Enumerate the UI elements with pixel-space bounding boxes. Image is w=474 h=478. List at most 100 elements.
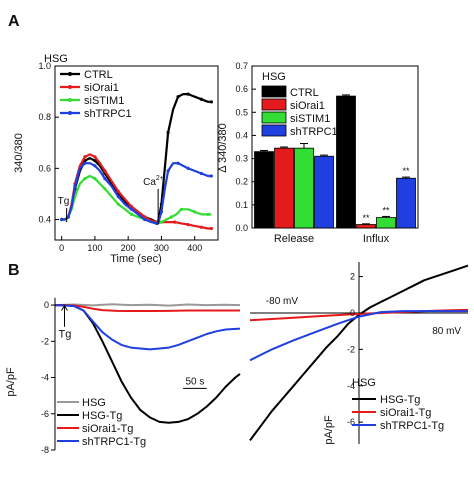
legend-swatch-siOrai1	[261, 98, 287, 111]
y-tick-label: -2	[347, 344, 355, 354]
y-tick-label: 0.0	[235, 223, 248, 233]
current-trace-chart: 0 -2 -4 -6 -8 pA/pF Tg 50 s HSGHSG-TgsiOrai1-…	[5, 297, 241, 455]
data-point	[173, 220, 177, 224]
y-tick-label: 0.2	[235, 177, 248, 187]
y-tick-label: -4	[41, 373, 49, 383]
data-point	[93, 164, 97, 168]
calcium-annotation: Ca2+	[143, 175, 164, 188]
data-point	[93, 159, 97, 163]
iv-curve-shTRPC1-Tg	[249, 310, 468, 362]
tg-arrowhead	[61, 305, 68, 311]
y-tick-label: -8	[41, 445, 49, 455]
y-axis-label: Δ 340/380	[217, 123, 229, 173]
legend-entry-HSG-Tg: HSG-Tg	[380, 394, 420, 406]
data-point	[186, 166, 190, 170]
legend-marker	[68, 111, 72, 115]
data-point	[199, 225, 203, 229]
y-tick-label: 0	[44, 300, 49, 310]
x-tick-label: 100	[87, 243, 102, 253]
data-point	[176, 161, 180, 165]
data-point	[209, 226, 213, 231]
y-tick-label: 0.4	[235, 130, 248, 140]
trace-shTRPC1-Tg	[54, 304, 241, 351]
data-point	[169, 215, 174, 219]
data-point	[193, 210, 197, 214]
legend-entry-shTRPC1-Tg: shTRPC1-Tg	[82, 436, 146, 448]
iv-curve-chart: 2 0 -2 -4 -6 pA/pF -80 mV 80 mV HSG HSG-TgsiO…	[249, 262, 469, 445]
legend-entry-siSTIM1: siSTIM1	[290, 113, 330, 125]
x-tick-label: 200	[121, 243, 136, 253]
y-tick-label: -6	[41, 409, 49, 419]
y-tick-label: 0.8	[38, 112, 51, 122]
legend-entry-shTRPC1: shTRPC1	[290, 126, 338, 138]
data-point	[143, 217, 147, 222]
legend-swatch-shTRPC1	[261, 124, 287, 137]
significance-mark: **	[362, 213, 370, 223]
data-point	[93, 155, 97, 159]
legend-entry-HSG-Tg: HSG-Tg	[82, 410, 122, 422]
data-point	[103, 187, 107, 191]
data-point	[186, 92, 190, 96]
y-tick-label: 0.4	[38, 215, 51, 225]
data-point	[129, 212, 134, 217]
data-point	[166, 130, 170, 135]
legend-entry-siOrai1-Tg: siOrai1-Tg	[380, 407, 431, 419]
bar-siSTIM1	[294, 147, 314, 229]
data-point	[83, 161, 87, 165]
legend-marker	[68, 85, 72, 89]
y-tick-label: 0.1	[235, 200, 248, 210]
x-tick-label: 400	[187, 243, 202, 253]
data-point	[176, 95, 180, 99]
y-tick-label: -6	[347, 417, 355, 427]
y-axis-label: pA/pF	[5, 367, 17, 397]
y-tick-label: 0.3	[235, 154, 248, 164]
y-tick-label: -2	[41, 336, 49, 346]
y-axis-label: pA/pF	[323, 415, 335, 445]
voltage-label: 80 mV	[432, 326, 461, 337]
y-tick-label: 0	[350, 308, 355, 318]
legend-swatch-CTRL	[261, 85, 287, 98]
y-tick-label: -4	[347, 381, 355, 391]
data-point	[154, 221, 159, 225]
plot-frame	[54, 65, 219, 241]
legend-entry-CTRL: CTRL	[290, 87, 319, 99]
x-axis-label: Time (sec)	[110, 253, 162, 265]
data-point	[60, 217, 64, 222]
y-tick-label: 0.6	[38, 163, 51, 173]
data-point	[199, 171, 203, 176]
data-point	[83, 155, 87, 159]
data-point	[103, 169, 107, 173]
legend-entry-siOrai1: siOrai1	[84, 82, 119, 94]
data-point	[93, 176, 97, 181]
y-axis-label: 340/380	[13, 133, 25, 173]
series-line-shTRPC1	[61, 162, 212, 225]
panel-label-a: A	[8, 13, 20, 30]
voltage-label: -80 mV	[266, 296, 299, 307]
category-label: Release	[274, 233, 314, 245]
y-tick-label: 2	[350, 272, 355, 282]
data-point	[209, 174, 213, 178]
plot-frame	[251, 65, 419, 229]
legend-entry-shTRPC1: shTRPC1	[84, 108, 132, 120]
y-tick-label: 0.7	[235, 61, 248, 71]
bar-shTRPC1	[396, 177, 416, 229]
bar-siOrai1	[356, 224, 376, 229]
data-point	[116, 202, 120, 206]
bar-CTRL	[336, 95, 356, 229]
y-tick-label: 0.5	[235, 107, 248, 117]
category-label: Influx	[363, 233, 390, 245]
bar-chart: 0.0 0.1 0.2 0.3 0.4 0.5 0.6 0.7 ** ** ** HSG CTRL…	[217, 61, 419, 245]
data-point	[206, 212, 210, 217]
series-line-siSTIM1	[61, 174, 212, 225]
tg-annotation: Tg	[58, 329, 71, 341]
bar-CTRL	[254, 151, 274, 229]
data-point	[166, 169, 170, 173]
legend-swatch-siSTIM1	[261, 111, 287, 124]
bar-shTRPC1	[314, 155, 334, 229]
legend-entry-shTRPC1-Tg: shTRPC1-Tg	[380, 420, 444, 432]
significance-mark: **	[402, 166, 410, 176]
data-point	[116, 189, 120, 193]
legend-marker	[68, 98, 72, 102]
legend-entry-siOrai1-Tg: siOrai1-Tg	[82, 423, 133, 435]
